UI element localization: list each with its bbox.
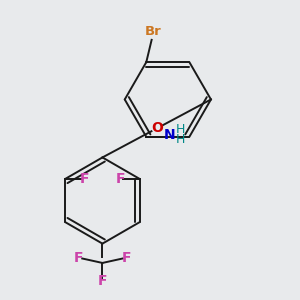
Text: F: F [80, 172, 89, 186]
Text: H: H [176, 133, 185, 146]
Text: O: O [151, 122, 163, 136]
Text: F: F [122, 250, 132, 265]
Text: H: H [176, 124, 185, 136]
Text: F: F [98, 274, 107, 288]
Text: F: F [73, 250, 83, 265]
Text: Br: Br [144, 25, 161, 38]
Text: F: F [116, 172, 125, 186]
Text: N: N [164, 128, 175, 142]
